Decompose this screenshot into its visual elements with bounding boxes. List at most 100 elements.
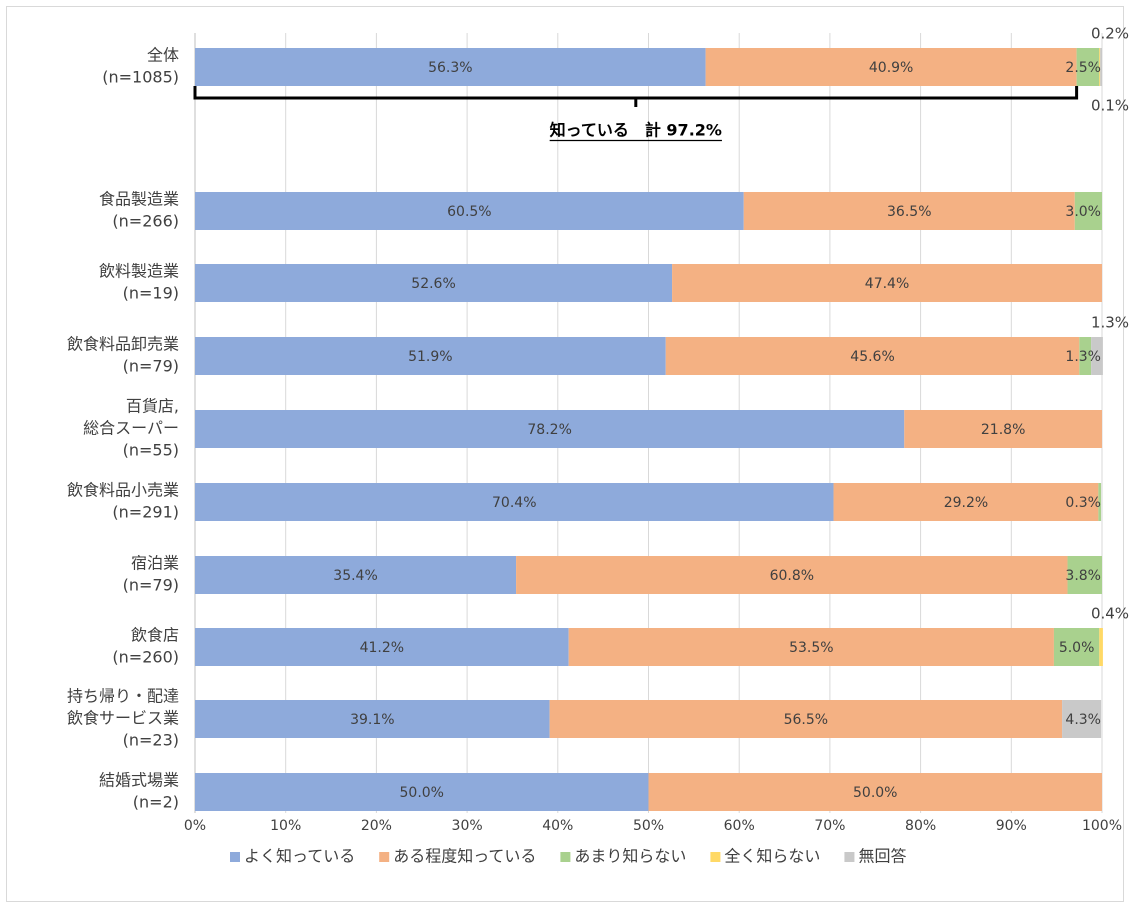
x-tick-label: 50%: [633, 818, 664, 834]
bar-segment: [195, 337, 666, 375]
bar-segment: [549, 700, 1063, 738]
data-label: 50.0%: [400, 785, 444, 801]
bar-segment: [195, 264, 673, 302]
bar-segment: [904, 410, 1102, 448]
data-label: 2.5%: [1065, 60, 1101, 76]
x-tick-label: 70%: [814, 818, 845, 834]
bar-segment: [1053, 628, 1100, 666]
data-label: 56.5%: [784, 712, 828, 728]
bar-segment: [195, 410, 905, 448]
data-label: 50.0%: [853, 785, 897, 801]
bar-segment: [1079, 337, 1092, 375]
data-label: 52.6%: [411, 276, 455, 292]
data-label: 0.2%: [1091, 25, 1129, 43]
data-label: 51.9%: [408, 349, 452, 365]
bar-segment: [195, 628, 569, 666]
legend-swatch: [379, 852, 390, 862]
data-label: 21.8%: [981, 422, 1025, 438]
bar-segment: [1076, 48, 1100, 86]
category-label: (n=266): [112, 212, 179, 231]
x-tick-label: 90%: [996, 818, 1027, 834]
data-label: 0.3%: [1065, 495, 1101, 511]
data-label: 39.1%: [350, 712, 394, 728]
category-label: 宿泊業: [131, 554, 179, 573]
bar-segment: [665, 337, 1080, 375]
annotation-bracket: [193, 86, 1079, 100]
bar-segment: [1091, 337, 1103, 375]
category-label: 結婚式場業: [99, 771, 179, 790]
bar-segment: [743, 192, 1075, 230]
x-tick-label: 40%: [542, 818, 573, 834]
category-label: 飲食店: [131, 626, 179, 645]
data-label: 60.5%: [447, 204, 491, 220]
legend-swatch: [710, 852, 721, 862]
legend-label: あまり知らない: [574, 847, 686, 866]
bar-segment: [195, 48, 706, 86]
bar-segment: [1100, 48, 1102, 86]
category-label: 持ち帰り・配達: [67, 687, 179, 706]
legend-label: よく知っている: [244, 847, 355, 866]
bar-segment: [1074, 192, 1102, 230]
data-label: 56.3%: [428, 60, 472, 76]
category-label: (n=291): [112, 503, 179, 522]
x-tick-label: 80%: [905, 818, 936, 834]
bar-segment: [1099, 628, 1103, 666]
bar-segment: [195, 700, 550, 738]
legend-swatch: [844, 852, 855, 862]
x-tick-label: 10%: [270, 818, 301, 834]
category-label: (n=260): [112, 648, 179, 667]
bar-segment: [195, 773, 649, 811]
data-label: 29.2%: [944, 495, 988, 511]
bar-segment: [833, 483, 1099, 521]
category-label: 飲食料品卸売業: [67, 335, 179, 354]
bar-segment: [1098, 483, 1102, 521]
bar-segment: [195, 483, 834, 521]
data-label: 1.3%: [1065, 349, 1101, 365]
x-tick-label: 0%: [184, 818, 206, 834]
category-label: 全体: [147, 46, 179, 65]
bar-segment: [195, 192, 744, 230]
category-label: (n=79): [123, 357, 179, 376]
data-label: 4.3%: [1065, 712, 1101, 728]
data-label: 45.6%: [850, 349, 894, 365]
x-tick-label: 30%: [452, 818, 483, 834]
bar-segment: [1067, 556, 1102, 594]
legend-swatch: [560, 852, 571, 862]
category-label: (n=1085): [102, 68, 179, 87]
category-label: (n=23): [123, 731, 179, 750]
category-label: (n=19): [123, 284, 179, 303]
category-label: 飲食料品小売業: [67, 481, 179, 500]
data-label: 78.2%: [527, 422, 571, 438]
legend-label: 全く知らない: [724, 847, 820, 866]
data-label: 5.0%: [1059, 640, 1095, 656]
data-label: 0.1%: [1091, 97, 1129, 115]
category-label: (n=79): [123, 576, 179, 595]
data-label: 36.5%: [887, 204, 931, 220]
data-label: 1.3%: [1091, 314, 1129, 332]
category-label: 総合スーパー: [83, 419, 179, 438]
bar-segment: [705, 48, 1077, 86]
data-label: 3.0%: [1065, 204, 1101, 220]
bar-segment: [1062, 700, 1102, 738]
bar-segment: [648, 773, 1102, 811]
legend-label: ある程度知っている: [393, 847, 536, 866]
data-label: 0.4%: [1091, 605, 1129, 623]
data-label: 70.4%: [492, 495, 536, 511]
data-label: 53.5%: [789, 640, 833, 656]
x-tick-label: 60%: [724, 818, 755, 834]
data-label: 3.8%: [1065, 568, 1101, 584]
bar-segment: [568, 628, 1054, 666]
x-tick-label: 100%: [1082, 818, 1122, 834]
data-label: 35.4%: [333, 568, 377, 584]
data-label: 60.8%: [770, 568, 814, 584]
bar-segment: [672, 264, 1102, 302]
data-label: 41.2%: [360, 640, 404, 656]
x-tick-label: 20%: [361, 818, 392, 834]
data-label: 40.9%: [869, 60, 913, 76]
bar-segment: [516, 556, 1068, 594]
category-label: (n=2): [133, 793, 179, 812]
bar-segment: [195, 556, 517, 594]
bar-segment: [1099, 48, 1101, 86]
annotation-text: 知っている 計 97.2%: [550, 121, 722, 140]
